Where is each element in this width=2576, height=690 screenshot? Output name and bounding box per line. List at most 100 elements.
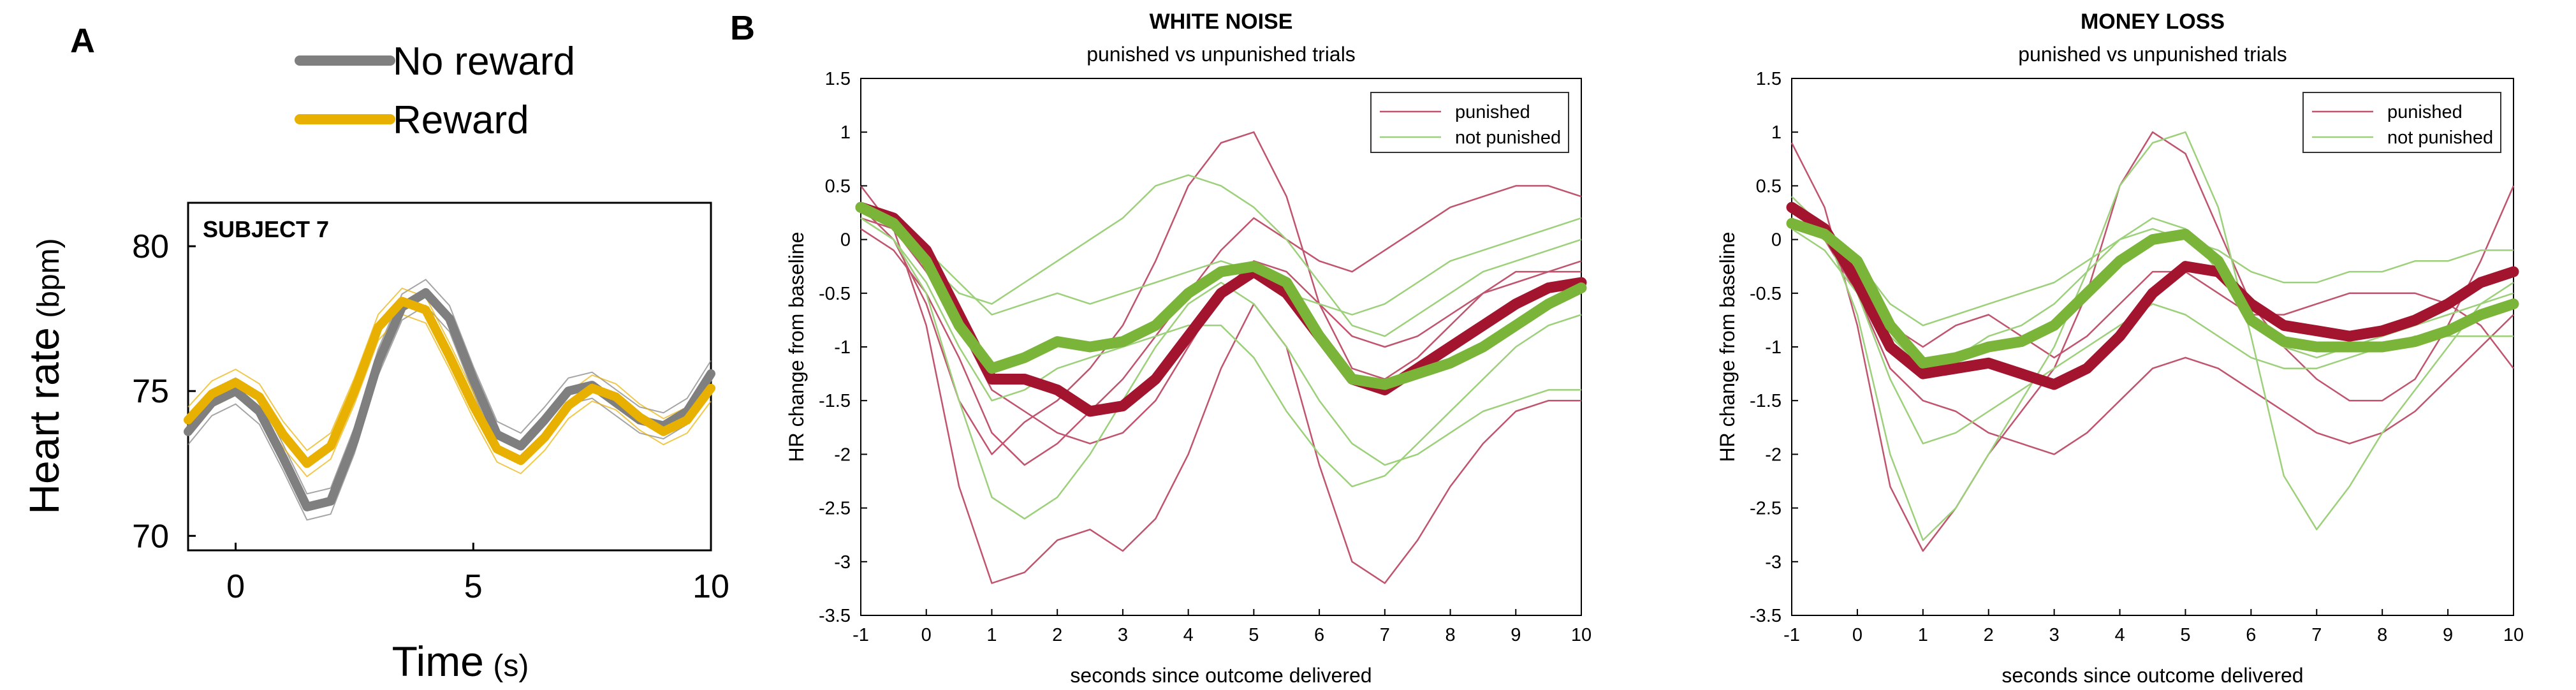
panel-b1-not-punished-trial-0	[860, 217, 1581, 520]
panel-a-xtick-label: 0	[226, 568, 245, 605]
panel-b2-ytick-label: -2	[1765, 444, 1782, 465]
panel-b1-subtitle: punished vs unpunished trials	[1087, 43, 1356, 66]
panel-a-annotation: SUBJECT 7	[203, 216, 329, 242]
panel-a-ticks: 0 5 10 70 75 80	[132, 228, 729, 605]
panel-a-ytick-label: 75	[132, 373, 169, 410]
panel-b1-xtick-label: 0	[921, 625, 932, 645]
panel-b1-xtick-label: 6	[1314, 625, 1324, 645]
panel-a-xtick-label: 5	[464, 568, 483, 605]
panel-b1-punished-trial-1	[860, 131, 1582, 455]
panel-b1-xtick-label: 1	[986, 625, 997, 645]
panel-a: No reward Reward 0 5 10 70 75 80 SUBJECT 7 Hea…	[20, 40, 729, 685]
panel-a-band-line-0-0	[187, 304, 712, 521]
panel-b1-xtick-label: 8	[1445, 625, 1455, 645]
panel-b2-punished-trial-1	[1791, 217, 2514, 455]
panel-a-legend-label: Reward	[393, 98, 529, 142]
panel-b2-ylabel: HR change from baseline	[1716, 231, 1739, 462]
panel-b2-xtick-label: 7	[2311, 625, 2322, 645]
panel-b2-ytick-label: 1.5	[1756, 69, 1782, 89]
panel-b1-xtick-label: 3	[1118, 625, 1128, 645]
panel-a-legend: No reward Reward	[295, 40, 575, 142]
panel-b2-xtick-label: 1	[1918, 625, 1928, 645]
panel-b2-ytick-label: 0.5	[1756, 176, 1782, 196]
panel-b2-legend: punished not punished	[2302, 92, 2501, 153]
panel-b2-ytick-label: -1	[1765, 337, 1782, 358]
panel-a-ylabel: Heart rate (bpm)	[20, 238, 68, 514]
panel-b1-plot	[855, 131, 1587, 584]
panel-b2-not-punished-trial-2	[1791, 207, 2514, 327]
panel-a-ytick-label: 70	[132, 518, 169, 555]
panel-b2-xtick-label: 2	[1984, 625, 1994, 645]
panel-b1-ticks: -1 0 1 2 3 4 5 6 7 8 9 10 1.5 1 0.5 0 -0.5 -1 -1.5 -2 -2.5 -3…	[819, 69, 1592, 645]
panel-b1-not-punished-trial-3	[860, 206, 1582, 316]
panel-b2-legend-label: punished	[2387, 102, 2463, 122]
panel-b2-ytick-label: 0	[1771, 230, 1782, 251]
panel-b2-subtitle: punished vs unpunished trials	[2018, 43, 2287, 66]
panel-b1-legend: punished not punished	[1370, 92, 1569, 153]
panel-b1-punished-trial-0	[860, 185, 1581, 584]
panel-b1-ytick-label: 1	[840, 122, 851, 143]
panel-b1-ytick-label: -2	[834, 444, 851, 465]
panel-b1-not-punished-trial-1	[860, 174, 1582, 337]
panel-a-ylabel-unit: (bpm)	[32, 238, 66, 318]
panel-a-series-reward	[184, 297, 715, 468]
panel-b2-ytick-label: -1.5	[1750, 391, 1782, 411]
panel-b2-title: MONEY LOSS	[2081, 10, 2225, 34]
panel-b1-ytick-label: -2.5	[819, 499, 851, 519]
panel-b2-xtick-label: 8	[2377, 625, 2387, 645]
panel-a-ylabel-main: Heart rate	[20, 327, 68, 514]
panel-b1-ytick-label: 1.5	[825, 69, 851, 89]
panel-b2-not-punished-trial-0	[1791, 131, 2514, 541]
panel-b1-ytick-label: -1	[834, 337, 851, 358]
panel-b2-xtick-label: 3	[2049, 625, 2060, 645]
panel-b2-ytick-label: 1	[1771, 122, 1782, 143]
panel-b1-xtick-label: 7	[1380, 625, 1390, 645]
panel-b2-xtick-label: 0	[1852, 625, 1862, 645]
panel-b2-ytick-label: -0.5	[1750, 284, 1782, 304]
panel-b2-ytick-label: -3.5	[1750, 606, 1782, 626]
panel-b1-xtick-label: -1	[853, 625, 869, 645]
panel-b2-xtick-label: 6	[2246, 625, 2256, 645]
panel-label-a: A	[70, 22, 95, 60]
panel-b2-xtick-label: 10	[2503, 625, 2524, 645]
panel-b1-ytick-label: -3	[834, 552, 851, 573]
panel-b2-punished-trial-0	[1790, 131, 2515, 552]
panel-b1-xlabel: seconds since outcome delivered	[1070, 664, 1372, 687]
panel-b2-legend-label: not punished	[2387, 128, 2493, 148]
panel-b2-xtick-label: -1	[1783, 625, 1800, 645]
panel-a-plot	[184, 279, 715, 521]
panel-b1-xtick-label: 2	[1052, 625, 1062, 645]
panel-a-xlabel-unit: (s)	[493, 649, 529, 683]
panel-b1-ytick-label: 0.5	[825, 176, 851, 196]
panel-b2-xtick-label: 9	[2443, 625, 2453, 645]
panel-b1-xtick-label: 10	[1571, 625, 1592, 645]
panel-b2-plot	[1786, 131, 2519, 552]
panel-b2-ticks: -1 0 1 2 3 4 5 6 7 8 9 10 1.5 1 0.5 0 -0.5 -1 -1.5 -2 -2.5 -3…	[1750, 69, 2524, 645]
panel-b1-ytick-label: -0.5	[819, 284, 851, 304]
panel-b2-xtick-label: 4	[2114, 625, 2125, 645]
panel-b1: WHITE NOISE punished vs unpunished trial…	[785, 10, 1592, 687]
panel-b2-punished-mean	[1786, 202, 2519, 390]
panel-b2-punished-trial-2	[1791, 207, 2514, 369]
panel-a-legend-label: No reward	[393, 40, 575, 84]
panel-b1-ytick-label: -1.5	[819, 391, 851, 411]
panel-a-ytick-label: 80	[132, 228, 169, 265]
panel-b2-ytick-label: -3	[1765, 552, 1782, 573]
panel-a-axes-frame	[187, 202, 712, 552]
panel-a-band-line-1-1	[187, 287, 712, 451]
panel-b2: MONEY LOSS punished vs unpunished trials…	[1716, 10, 2524, 687]
panel-b1-xtick-label: 4	[1183, 625, 1194, 645]
panel-a-xlabel-main: Time	[392, 638, 484, 685]
panel-b1-not-punished-trial-2	[860, 217, 1582, 488]
panel-b1-xtick-label: 9	[1511, 625, 1521, 645]
panel-a-xtick-label: 10	[692, 568, 729, 605]
panel-b1-ytick-label: -3.5	[819, 606, 851, 626]
panel-b1-title: WHITE NOISE	[1150, 10, 1293, 34]
panel-b2-not-punished-mean	[1786, 217, 2519, 369]
panel-b2-xtick-label: 5	[2180, 625, 2190, 645]
panel-label-b: B	[730, 9, 755, 47]
panel-a-xlabel: Time (s)	[392, 638, 529, 685]
panel-b1-ytick-label: 0	[840, 230, 851, 251]
panel-b2-xlabel: seconds since outcome delivered	[2002, 664, 2303, 687]
